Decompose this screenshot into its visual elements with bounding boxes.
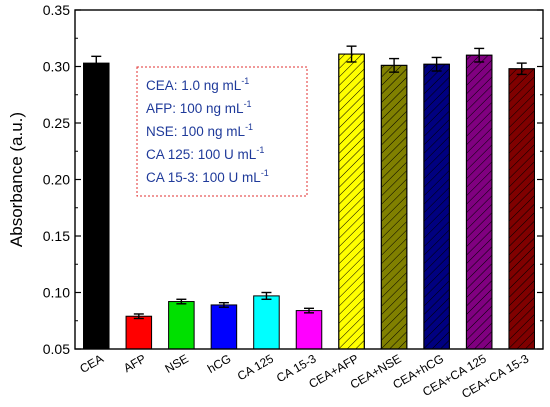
bar-ca-15-3 xyxy=(295,310,323,350)
x-tick-label: NSE xyxy=(162,351,190,375)
error-bar xyxy=(431,56,442,72)
bar-cea xyxy=(83,62,110,350)
x-tick-label: CA 125 xyxy=(235,351,276,383)
y-tick-label: 0.30 xyxy=(43,59,70,75)
error-bar xyxy=(304,307,314,314)
annotation-line: AFP: 100 ng mL-1 xyxy=(146,99,252,116)
y-tick-label: 0.35 xyxy=(43,2,70,18)
annotation-line: CEA: 1.0 ng mL-1 xyxy=(146,76,249,93)
bar-hatch-overlay xyxy=(465,54,493,350)
y-axis-title: Absorbance (a.u.) xyxy=(7,112,26,247)
y-tick-label: 0.05 xyxy=(43,341,70,357)
annotation-line: CA 125: 100 U mL-1 xyxy=(146,145,264,162)
x-tick-label: hCG xyxy=(205,351,233,375)
error-bar xyxy=(389,57,400,73)
error-bar xyxy=(474,47,485,63)
bar-hatch-overlay xyxy=(423,63,450,350)
error-bar xyxy=(91,55,102,71)
error-bar xyxy=(516,62,527,76)
error-bar xyxy=(261,291,272,300)
x-tick-label: CEA xyxy=(77,351,105,375)
bar-hcg xyxy=(210,304,238,350)
y-tick-label: 0.20 xyxy=(43,172,70,188)
error-bar xyxy=(218,301,229,308)
error-bar xyxy=(346,45,357,63)
y-tick-label: 0.15 xyxy=(43,228,70,244)
annotation-box xyxy=(136,66,308,197)
bar-hatch-overlay xyxy=(338,53,365,350)
y-tick-label: 0.25 xyxy=(43,115,70,131)
bar-hatch-overlay xyxy=(380,64,408,350)
x-tick-label: AFP xyxy=(121,351,148,375)
bar-afp xyxy=(125,315,153,350)
annotation-line: NSE: 100 ng mL-1 xyxy=(146,122,253,139)
error-bar xyxy=(176,298,187,305)
annotation-line: CA 15-3: 100 U mL-1 xyxy=(146,168,269,185)
y-tick-label: 0.10 xyxy=(43,285,70,301)
bar-hatch-overlay xyxy=(508,68,535,350)
error-bar xyxy=(133,313,144,320)
bar-ca-125 xyxy=(253,295,280,350)
bar-nse xyxy=(168,301,195,350)
